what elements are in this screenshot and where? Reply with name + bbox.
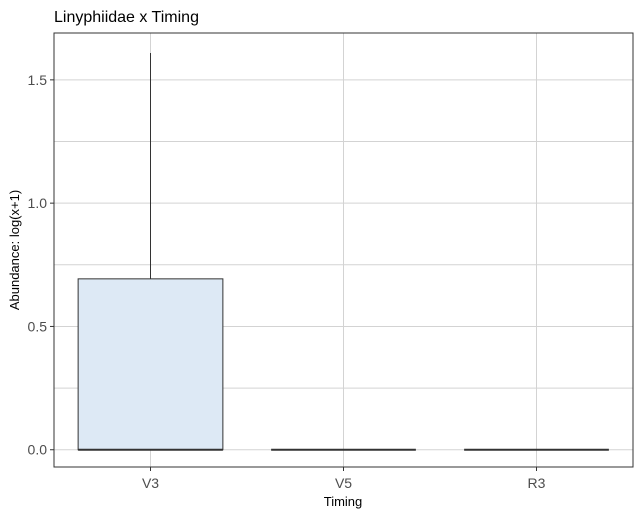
x-axis: V3 V5 R3 (142, 467, 546, 491)
boxes (77, 52, 609, 451)
x-axis-title: Timing (324, 494, 363, 509)
x-tick-label: V5 (335, 475, 352, 491)
chart-title: Linyphiidae x Timing (54, 9, 199, 26)
box-v3 (77, 52, 224, 451)
y-axis-title: Abundance: log(x+1) (7, 190, 22, 310)
x-tick-label: R3 (528, 475, 546, 491)
x-tick-label: V3 (142, 475, 159, 491)
y-axis: 0.0 0.5 1.0 1.5 (28, 72, 54, 458)
y-tick-label: 0.0 (28, 442, 48, 458)
y-tick-label: 1.5 (28, 72, 48, 88)
y-tick-label: 0.5 (28, 318, 48, 334)
box-iqr (77, 278, 224, 451)
y-tick-label: 1.0 (28, 195, 48, 211)
